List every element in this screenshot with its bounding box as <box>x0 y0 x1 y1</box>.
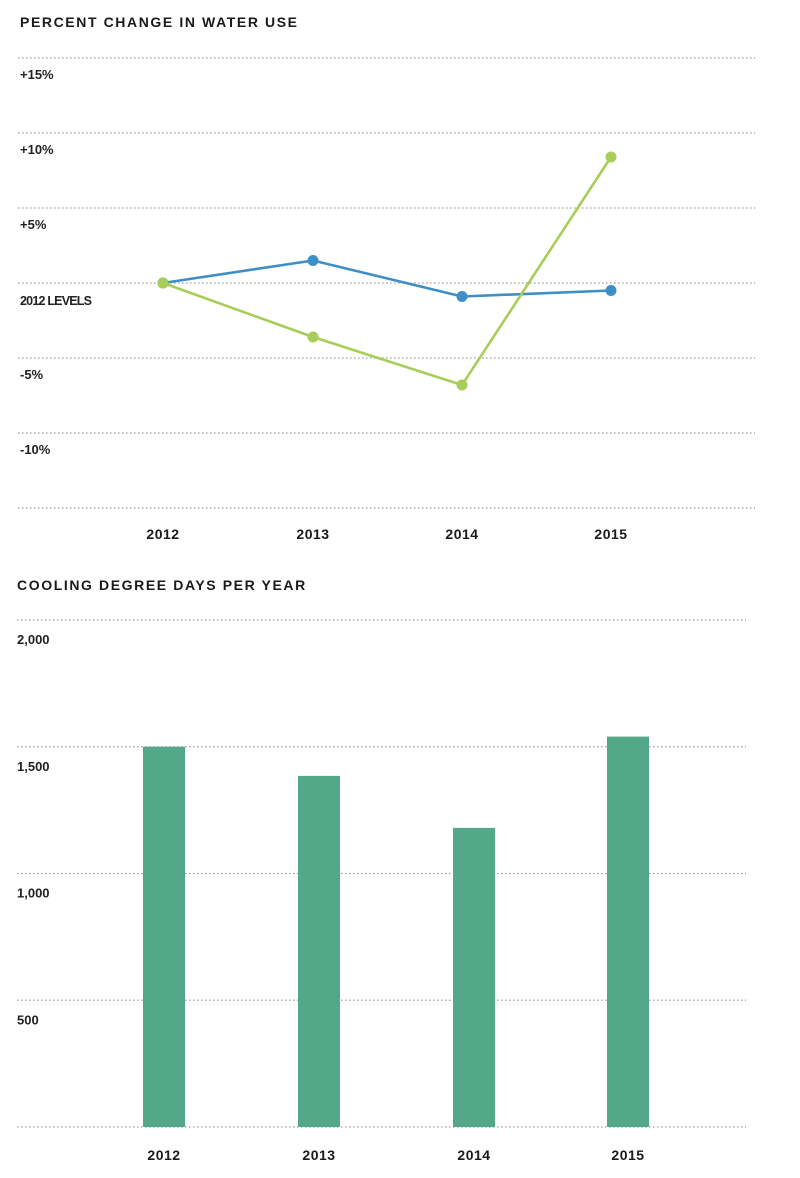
y-tick-label: 2,000 <box>17 632 50 647</box>
bar-2015 <box>607 736 649 1127</box>
bar-2014 <box>453 827 495 1127</box>
series-1-point <box>456 379 468 391</box>
y-tick-label: +15% <box>20 67 54 82</box>
series-0-point <box>307 255 319 266</box>
x-tick-label: 2014 <box>457 1147 490 1163</box>
cooling-degree-days-bar-chart: COOLING DEGREE DAYS PER YEAR 2,000 1,500 1… <box>17 577 746 1163</box>
water-use-y-axis: +15% +10% +5% 2012 LEVELS -5% -10% <box>20 67 92 457</box>
y-tick-label: 1,500 <box>17 759 50 774</box>
x-tick-label: 2013 <box>302 1147 335 1163</box>
series-line-0 <box>162 259 612 298</box>
x-tick-label: 2012 <box>146 526 179 542</box>
cooling-degree-days-x-axis: 2012 2013 2014 2015 <box>147 1147 644 1163</box>
series-0-point <box>605 285 617 296</box>
cooling-degree-days-bars <box>143 736 649 1127</box>
series-1-point <box>605 151 617 163</box>
cooling-degree-days-chart-title: COOLING DEGREE DAYS PER YEAR <box>17 577 307 593</box>
y-tick-label: +10% <box>20 142 54 157</box>
cooling-degree-days-gridlines <box>17 619 746 1128</box>
y-tick-label: 2012 LEVELS <box>20 294 92 308</box>
series-1-point <box>157 277 169 289</box>
y-tick-label: 500 <box>17 1012 39 1027</box>
x-tick-label: 2014 <box>445 526 478 542</box>
series-line-1 <box>162 156 613 387</box>
y-tick-label: -5% <box>20 367 44 382</box>
bar-2012 <box>143 746 185 1127</box>
cooling-degree-days-y-axis: 2,000 1,500 1,000 500 <box>17 632 50 1027</box>
water-use-x-axis: 2012 2013 2014 2015 <box>146 526 627 542</box>
bar-2013 <box>298 775 340 1127</box>
water-use-chart-title: PERCENT CHANGE IN WATER USE <box>20 14 299 30</box>
x-tick-label: 2015 <box>594 526 627 542</box>
y-tick-label: +5% <box>20 217 47 232</box>
x-tick-label: 2012 <box>147 1147 180 1163</box>
y-tick-label: -10% <box>20 442 51 457</box>
water-use-series <box>157 151 617 391</box>
water-use-line-chart: PERCENT CHANGE IN WATER USE +15% +10% +5% 2… <box>18 14 755 542</box>
water-use-gridlines <box>18 57 755 509</box>
y-tick-label: 1,000 <box>17 886 50 901</box>
x-tick-label: 2013 <box>296 526 329 542</box>
series-0-point <box>456 291 468 302</box>
x-tick-label: 2015 <box>611 1147 644 1163</box>
series-1-point <box>307 331 319 343</box>
